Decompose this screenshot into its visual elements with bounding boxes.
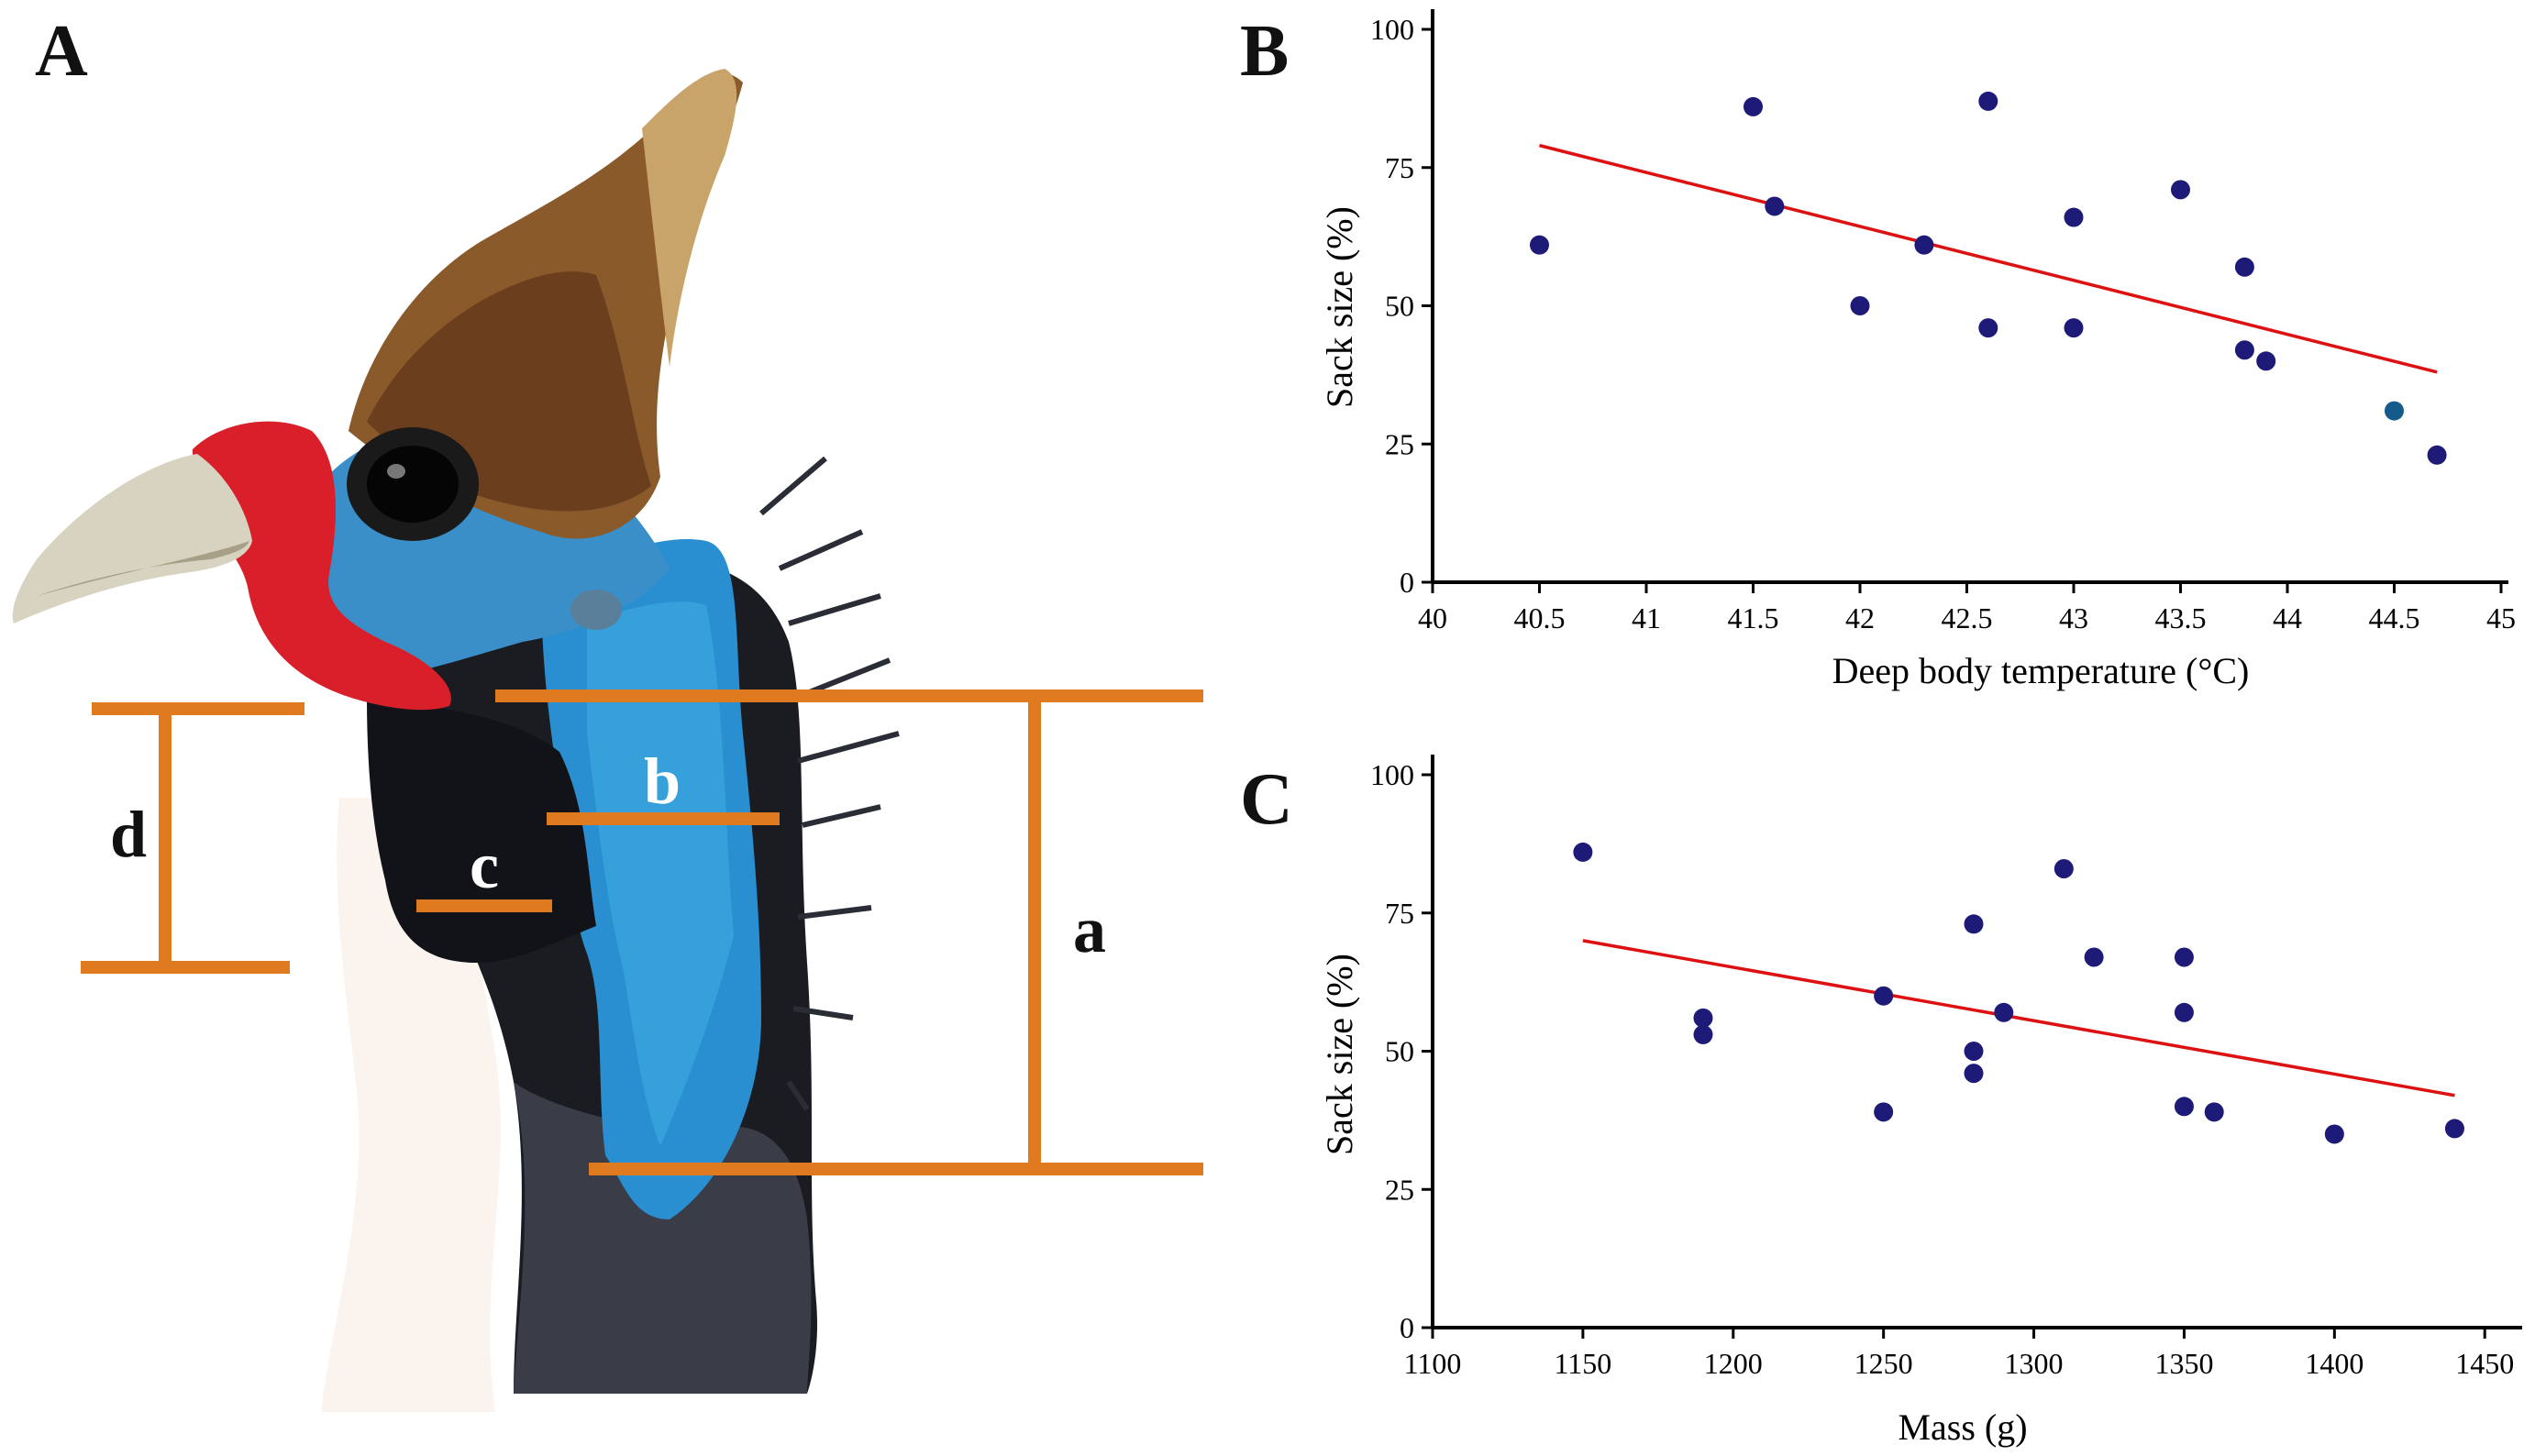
data-point	[1693, 1008, 1713, 1028]
data-point	[2174, 947, 2194, 967]
label-c: c	[470, 829, 499, 902]
data-point	[1978, 91, 1998, 111]
data-point	[2385, 401, 2404, 421]
chart-c-ylabel: Sack size (%)	[1319, 954, 1360, 1155]
data-point	[2174, 1002, 2194, 1022]
data-point	[2256, 351, 2276, 371]
chart-c-xlabel: Mass (g)	[1898, 1406, 2027, 1448]
data-point	[1530, 235, 1549, 255]
x-tick-label: 43.5	[2155, 601, 2207, 634]
chart-mass: 1100 1150 1200 1250 1300 1350 1400 1450 0 25 50 75 1…	[1370, 755, 2522, 1380]
y-tick-label: 0	[1400, 566, 1414, 599]
x-tick-label: 1250	[1854, 1347, 1913, 1380]
data-point	[1978, 318, 1998, 338]
measurement-c: c	[416, 829, 552, 912]
data-point	[2084, 947, 2104, 967]
eye-glint	[387, 464, 405, 479]
y-tick-label: 75	[1385, 151, 1414, 184]
y-tick-label: 25	[1385, 1173, 1414, 1206]
data-point	[1693, 1024, 1713, 1044]
x-tick-label: 45	[2486, 601, 2516, 634]
data-point	[1874, 986, 1894, 1006]
x-tick-label: 44	[2273, 601, 2302, 634]
data-point	[1850, 296, 1870, 315]
x-tick-label: 41	[1632, 601, 1661, 634]
data-point	[2234, 257, 2254, 277]
y-tick-label: 25	[1385, 427, 1414, 460]
label-b: b	[644, 745, 681, 818]
x-tick-label: 42	[1845, 601, 1875, 634]
data-point	[1765, 196, 1785, 216]
y-tick-label: 0	[1400, 1311, 1414, 1344]
panel-c-letter: C	[1240, 759, 1293, 840]
data-point	[1874, 1102, 1894, 1122]
data-point	[2234, 340, 2254, 360]
x-tick-label: 1100	[1404, 1347, 1462, 1380]
data-point	[1994, 1002, 2014, 1022]
data-point	[1744, 96, 1763, 116]
x-tick-label: 42.5	[1942, 601, 1993, 634]
chart-b-xlabel: Deep body temperature (°C)	[1832, 650, 2250, 691]
data-point	[1964, 1064, 1984, 1084]
data-point	[1964, 1042, 1984, 1061]
chart-b-ylabel: Sack size (%)	[1319, 206, 1360, 408]
panel-c: C 1100 1150 1200 1250 1300 1350 1400 1450 0 25 50 7…	[1240, 755, 2522, 1448]
data-point	[2204, 1102, 2224, 1122]
data-point	[2171, 180, 2190, 200]
x-tick-label: 1450	[2455, 1347, 2514, 1380]
panel-a: A	[12, 11, 1203, 1412]
panel-a-letter: A	[35, 11, 88, 92]
label-d: d	[110, 798, 147, 871]
data-point	[2064, 207, 2084, 227]
red-cere	[193, 421, 451, 711]
data-point	[2444, 1119, 2464, 1139]
x-tick-label: 1400	[2305, 1347, 2363, 1380]
data-point	[1914, 235, 1934, 255]
black-wattle	[367, 697, 596, 963]
neck-bristles	[759, 456, 900, 1111]
y-tick-label: 75	[1385, 897, 1414, 930]
label-a: a	[1073, 893, 1106, 966]
neck-speckles	[514, 1082, 812, 1394]
data-point	[2064, 318, 2084, 338]
x-tick-label: 1300	[2005, 1347, 2064, 1380]
panel-b: B 40 40.5 41 41.5 42 42.5 43 43.5 44 44.5 45 0 25 50 7…	[1240, 9, 2516, 691]
y-tick-label: 50	[1385, 290, 1414, 323]
eye	[367, 446, 459, 523]
panel-b-letter: B	[1240, 11, 1289, 92]
x-tick-label: 44.5	[2369, 601, 2420, 634]
chart-temperature: 40 40.5 41 41.5 42 42.5 43 43.5 44 44.5 45 0 25 50 75 1…	[1370, 9, 2516, 634]
data-point	[1964, 914, 1984, 934]
x-tick-label: 40.5	[1514, 601, 1566, 634]
guineafowl-head-illustration	[12, 69, 900, 1412]
x-tick-label: 41.5	[1728, 601, 1779, 634]
measurement-b: b	[547, 745, 780, 825]
data-point	[2427, 445, 2447, 465]
blue-wattle-highlight	[587, 601, 734, 1146]
x-tick-label: 1150	[1554, 1347, 1611, 1380]
y-tick-label: 100	[1370, 13, 1414, 46]
x-tick-label: 40	[1418, 601, 1447, 634]
beak	[12, 454, 252, 623]
y-tick-label: 50	[1385, 1035, 1414, 1068]
regression-line	[1539, 143, 2438, 374]
data-point	[2324, 1124, 2344, 1144]
x-tick-label: 1200	[1704, 1347, 1763, 1380]
x-tick-label: 43	[2059, 601, 2088, 634]
ear	[570, 590, 622, 630]
measurement-a: a	[495, 689, 1203, 1175]
regression-line	[1582, 939, 2455, 1098]
measurement-d: d	[81, 702, 304, 974]
data-point	[2174, 1097, 2194, 1117]
casque-tip	[642, 69, 737, 367]
x-tick-label: 1350	[2154, 1347, 2213, 1380]
y-tick-label: 100	[1370, 758, 1414, 791]
data-point	[2053, 859, 2074, 879]
data-point	[1573, 842, 1593, 862]
